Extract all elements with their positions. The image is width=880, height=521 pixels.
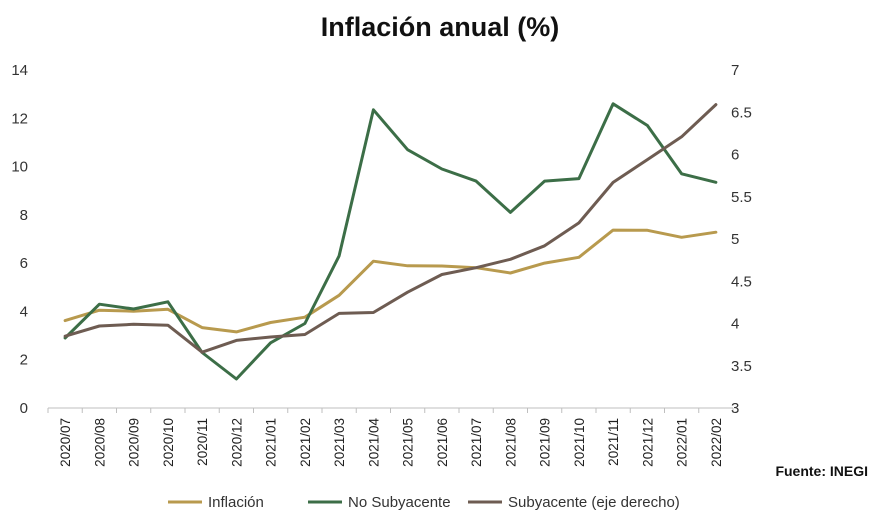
y-left-tick-label: 6 <box>20 255 28 272</box>
y-left-tick-label: 2 <box>20 352 28 369</box>
series-line-subyacente-eje-derecho <box>63 103 718 354</box>
legend-label-inflaci-n: Inflación <box>208 494 264 511</box>
legend-label-no-subyacente: No Subyacente <box>348 494 451 511</box>
x-tick-label: 2020/08 <box>92 418 107 467</box>
x-tick-label: 2020/09 <box>127 418 142 467</box>
source-note: Fuente: INEGI <box>775 463 868 479</box>
x-tick-label: 2021/11 <box>606 418 621 466</box>
chart-title: Inflación anual (%) <box>320 12 560 42</box>
x-tick-label: 2021/09 <box>538 418 553 467</box>
y-left-tick-label: 14 <box>11 62 28 79</box>
x-tick-label: 2020/10 <box>161 418 176 467</box>
x-tick-label: 2021/12 <box>640 418 655 467</box>
y-right-tick-label: 7 <box>731 62 739 79</box>
x-tick-label: 2021/06 <box>435 418 450 467</box>
legend-label-subyacente-eje-derecho: Subyacente (eje derecho) <box>508 494 680 511</box>
x-tick-label: 2021/10 <box>572 418 587 467</box>
x-tick-label: 2020/11 <box>195 418 210 466</box>
y-left-tick-label: 0 <box>20 400 28 417</box>
x-tick-label: 2022/01 <box>675 418 690 467</box>
y-right-tick-label: 6.5 <box>731 104 752 121</box>
y-left-tick-label: 12 <box>11 110 28 127</box>
y-right-tick-label: 3 <box>731 400 739 417</box>
series-line-no-subyacente <box>63 102 718 381</box>
y-right-tick-label: 5 <box>731 231 739 248</box>
y-right-tick-label: 5.5 <box>731 189 752 206</box>
x-tick-label: 2021/04 <box>366 418 381 467</box>
y-left-tick-label: 8 <box>20 207 28 224</box>
y-right-tick-label: 4 <box>731 316 739 333</box>
y-left-tick-label: 4 <box>20 303 28 320</box>
x-tick-label: 2020/07 <box>58 418 73 467</box>
y-right-tick-label: 3.5 <box>731 358 752 375</box>
y-right-tick-label: 6 <box>731 147 739 164</box>
x-tick-label: 2021/07 <box>469 418 484 467</box>
x-tick-label: 2021/01 <box>264 418 279 467</box>
x-tick-label: 2021/08 <box>503 418 518 467</box>
y-left-tick-label: 10 <box>11 159 28 176</box>
x-tick-label: 2021/03 <box>332 418 347 467</box>
series-line-inflaci-n <box>63 228 718 334</box>
x-tick-label: 2021/05 <box>401 418 416 467</box>
x-tick-label: 2021/02 <box>298 418 313 467</box>
x-tick-label: 2022/02 <box>709 418 724 467</box>
y-right-tick-label: 4.5 <box>731 273 752 290</box>
x-tick-label: 2020/12 <box>229 418 244 467</box>
